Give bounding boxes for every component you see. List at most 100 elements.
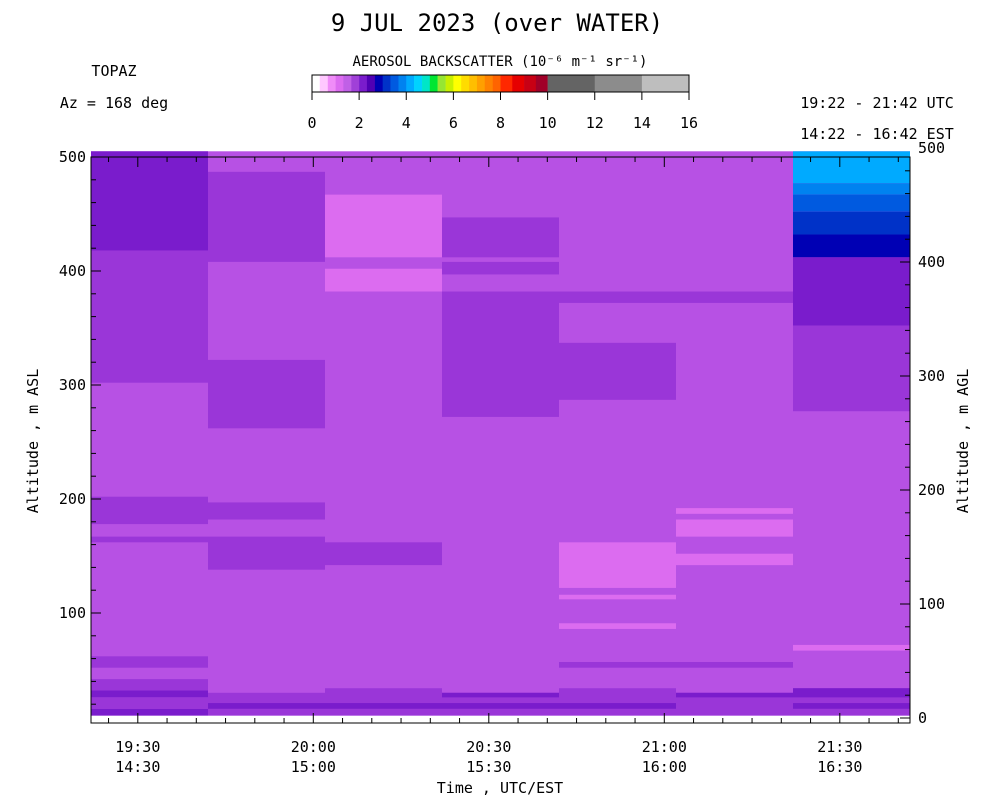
backscatter-layer-5-3 [676,553,793,566]
backscatter-layer-0-7 [91,708,208,716]
colorbar-tick-label: 4 [402,114,411,132]
backscatter-layer-4-1 [559,342,676,400]
colorbar-bin-3 [335,75,344,92]
colorbar-title: AEROSOL BACKSCATTER (10⁻⁶ m⁻¹ sr⁻¹) [352,54,647,70]
backscatter-layer-6-3 [793,211,910,235]
backscatter-layer-2-2 [325,542,442,566]
backscatter-layer-1-2 [208,502,325,520]
colorbar-bin-13 [414,75,423,92]
colorbar-bin-9 [382,75,391,92]
backscatter-layer-4-5 [559,662,676,668]
colorbar-bin-23 [492,75,501,92]
x-tick-label-est: 15:00 [291,758,336,776]
y-tick-label-left: 100 [59,604,86,622]
x-tick-label-utc: 20:00 [291,738,336,756]
backscatter-layer-2-3 [325,688,442,716]
colorbar-tick-label: 16 [680,114,698,132]
backscatter-layer-0-5 [91,679,208,691]
y-tick-label-left: 500 [59,148,86,166]
backscatter-layer-1-3 [208,536,325,570]
colorbar-bin-4 [343,75,352,92]
colorbar: 0 2 4 6 8 10 12 14 16 [307,74,698,132]
colorbar-bin-2 [327,75,336,92]
colorbar-bin-19 [461,75,470,92]
y-axis-title-right: Altitude , m AGL [954,369,972,514]
x-tick-label-est: 16:00 [642,758,687,776]
backscatter-layer-5-0 [676,291,793,303]
utc-range-label: 19:22 - 21:42 UTC [800,94,954,112]
colorbar-tick-label: 2 [355,114,364,132]
colorbar-bin-11 [398,75,407,92]
backscatter-layer-0-4 [91,656,208,668]
backscatter-layer-6-6 [793,325,910,412]
colorbar-tick-label: 0 [307,114,316,132]
backscatter-layer-5-2 [676,519,793,537]
backscatter-layer-3-4 [442,692,559,698]
backscatter-layer-6-5 [793,257,910,326]
chart-title: 9 JUL 2023 (over WATER) [331,9,663,37]
y-tick-label-left: 400 [59,262,86,280]
backscatter-layer-1-5 [208,703,325,709]
backscatter-layer-5-6 [676,692,793,698]
colorbar-bin-24 [500,75,513,92]
colorbar-bin-28 [547,75,596,92]
backscatter-layer-4-3 [559,594,676,600]
colorbar-tick-label: 8 [496,114,505,132]
backscatter-layer-0-0 [91,151,208,251]
colorbar-tick-label: 6 [449,114,458,132]
x-tick-label-utc: 19:30 [115,738,160,756]
colorbar-bin-29 [594,75,643,92]
colorbar-bin-6 [359,75,368,92]
colorbar-tick-label: 10 [539,114,557,132]
y-tick-label-right: 400 [918,253,945,271]
colorbar-bin-10 [390,75,399,92]
colorbar-bin-8 [374,75,383,92]
backscatter-layer-4-2 [559,542,676,588]
backscatter-layer-2-1 [325,268,442,292]
backscatter-layer-4-7 [559,703,676,709]
site-label: TOPAZ [91,62,136,80]
colorbar-bin-17 [445,75,454,92]
x-tick-label-utc: 21:30 [817,738,862,756]
colorbar-bin-16 [437,75,446,92]
backscatter-layer-4-0 [559,291,676,303]
y-tick-label-right: 500 [918,139,945,157]
x-tick-label-utc: 21:00 [642,738,687,756]
backscatter-layer-1-0 [208,171,325,262]
colorbar-tick-label: 12 [586,114,604,132]
backscatter-layer-6-9 [793,688,910,698]
backscatter-layer-6-10 [793,703,910,709]
backscatter-layer-6-2 [793,194,910,212]
colorbar-bin-14 [422,75,431,92]
backscatter-layer-0-6 [91,690,208,698]
backscatter-layer-0-2 [91,496,208,525]
backscatter-layer-0-8 [91,697,208,709]
y-tick-label-right: 200 [918,481,945,499]
backscatter-layer-6-4 [793,234,910,258]
backscatter-layer-4-6 [559,688,676,716]
backscatter-layer-6-0 [793,151,910,184]
colorbar-bin-18 [453,75,462,92]
plot-area [91,151,910,716]
colorbar-bin-12 [406,75,415,92]
y-tick-label-right: 100 [918,595,945,613]
colorbar-bin-7 [366,75,376,92]
colorbar-bin-27 [535,75,548,92]
x-tick-label-est: 15:30 [466,758,511,776]
backscatter-layer-0-3 [91,536,208,543]
backscatter-layer-3-1 [442,261,559,275]
x-tick-label-est: 16:30 [817,758,862,776]
colorbar-bin-25 [512,75,525,92]
backscatter-layer-3-5 [442,703,559,709]
backscatter-layer-5-5 [676,692,793,716]
backscatter-layer-3-0 [442,217,559,258]
y-tick-label-left: 200 [59,490,86,508]
colorbar-bin-30 [641,75,690,92]
backscatter-layer-1-1 [208,359,325,429]
colorbar-bin-26 [524,75,537,92]
x-axis-title: Time , UTC/EST [437,779,563,797]
axes: 19:30 14:30 20:00 15:00 20:30 15:30 21:00 16:00… [59,139,945,776]
backscatter-layer-6-1 [793,183,910,195]
backscatter-layer-5-1 [676,508,793,514]
